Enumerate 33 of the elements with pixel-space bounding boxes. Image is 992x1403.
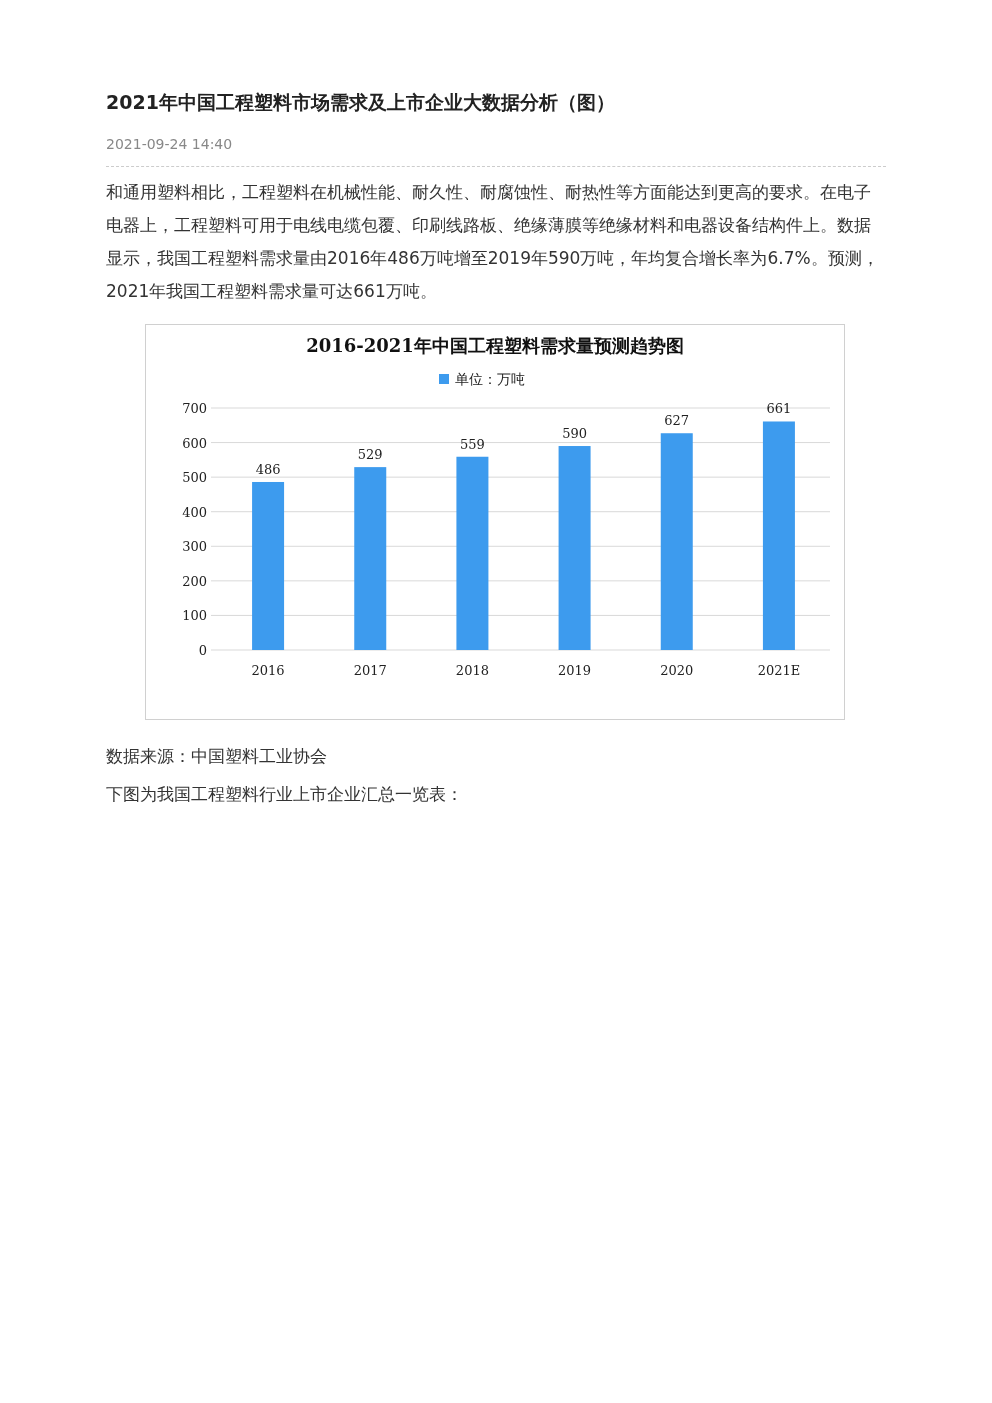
data-label: 661 [766, 401, 792, 417]
bar [354, 467, 387, 650]
text: 和通用塑料相比，工程塑料在机械性能、耐久性、耐腐蚀性、耐热性等方面能达到更高的要求。在电子电器上，工程塑料可用于电线电缆包覆、印刷线路板、绝缘薄膜等绝缘材料和电器设备结构件上。数据显示，我国工程塑料需求量由2016年486万吨增至2019年590万吨，年均复合增长率为6.7%。预测，2021年我国工程塑料需求量可达661万吨。 [106, 181, 880, 303]
y-tick-label: 600 [182, 435, 207, 451]
bar [558, 446, 591, 650]
chart-title: 2016-2021年中国工程塑料需求量预测趋势图 [306, 335, 684, 356]
data-label: 590 [562, 426, 587, 442]
y-tick-label: 200 [182, 573, 207, 589]
x-tick-label: 2020 [660, 663, 694, 678]
x-tick-label: 2018 [455, 663, 489, 678]
bar [762, 421, 795, 650]
data-label: 529 [357, 447, 383, 463]
text: 2021年中国工程塑料市场需求及上市企业大数据分析（图） [106, 90, 616, 115]
y-tick-label: 400 [182, 504, 207, 520]
legend-label: 单位：万吨 [455, 371, 525, 387]
y-tick-label: 300 [182, 539, 207, 555]
y-tick-label: 700 [182, 401, 207, 416]
data-label: 486 [255, 461, 281, 477]
data-label: 559 [460, 436, 485, 452]
bar [660, 433, 693, 650]
text: 下图为我国工程塑料行业上市企业汇总一览表： [106, 783, 464, 806]
x-tick-label: 2017 [353, 663, 387, 678]
x-tick-label: 2021E [757, 663, 801, 678]
y-tick-label: 100 [182, 608, 207, 624]
x-tick-label: 2016 [251, 663, 285, 678]
y-tick-label: 500 [182, 470, 207, 486]
x-tick-label: 2019 [558, 663, 592, 678]
bar [456, 456, 489, 650]
y-tick-label: 0 [198, 643, 207, 658]
data-label: 627 [664, 413, 690, 429]
text: 2021-09-24 14:40 [106, 136, 234, 152]
bar [252, 481, 285, 650]
source-note: 数据来源：中国塑料工业协会 [106, 745, 328, 768]
